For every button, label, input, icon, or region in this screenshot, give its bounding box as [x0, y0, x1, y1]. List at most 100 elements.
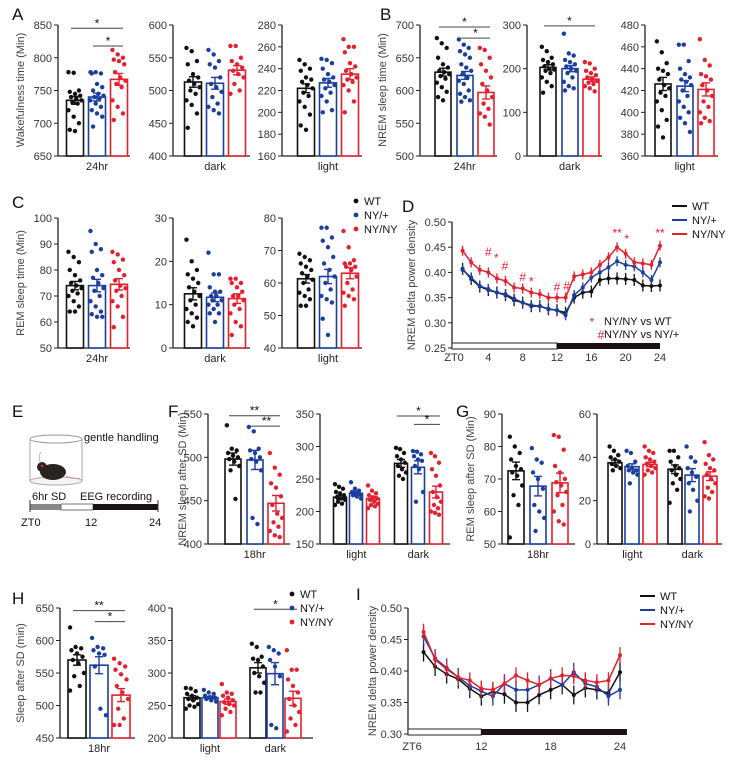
data-point: [72, 128, 78, 134]
data-point: [302, 254, 307, 260]
data-point: [76, 88, 82, 93]
y-tick-label: 380: [621, 129, 639, 141]
bar-group-nyny: [697, 36, 715, 157]
subplot: 40 50 60 70 80 light: [264, 213, 362, 365]
data-point: [272, 533, 277, 538]
panel-i: I NREM delta power density 0.30 0.35 0.40 0.4…: [356, 585, 627, 753]
data-point: [225, 450, 231, 456]
data-point: [119, 293, 124, 299]
y-tick-label: 240: [258, 64, 276, 76]
data-point: [346, 44, 351, 50]
data-point: [345, 280, 350, 286]
data-point: [207, 285, 212, 290]
panel-label-a: A: [12, 5, 24, 24]
data-point: [101, 286, 106, 291]
data-point: [251, 429, 256, 434]
data-point: [67, 267, 72, 273]
data-point: [525, 678, 530, 683]
data-point: [353, 264, 358, 269]
data-point: [594, 680, 599, 685]
data-point: [94, 111, 100, 116]
data-point: [298, 68, 303, 74]
data-point: [682, 71, 688, 77]
data-point: [623, 262, 628, 267]
subplot: 650 700 750 800 850 24hr * *: [34, 16, 130, 173]
data-point: [562, 57, 568, 63]
data-point: [215, 101, 220, 106]
data-point: [571, 86, 576, 91]
data-point: [218, 75, 223, 80]
data-point: [571, 692, 576, 697]
x-tick-label: 20: [620, 352, 632, 364]
data-point: [72, 674, 77, 679]
data-point: [321, 261, 327, 266]
data-point: [230, 68, 236, 74]
data-point: [670, 481, 676, 486]
data-point: [234, 285, 240, 290]
data-point: [660, 135, 666, 140]
data-point: [643, 455, 648, 460]
data-point: [486, 106, 491, 112]
annotation-legend-text: NY/NY vs NY/+: [604, 329, 679, 341]
data-point: [67, 89, 72, 95]
data-point: [289, 667, 294, 672]
bar-group-wt: [183, 685, 201, 739]
data-point: [71, 254, 76, 260]
data-point: [255, 657, 261, 663]
data-point: [307, 66, 313, 71]
y-axis-title: Sleep after SD (min): [15, 623, 27, 723]
data-point: [402, 460, 408, 465]
y-axis-title: REM sleep after SD (Min): [465, 416, 477, 541]
data-point: [351, 297, 357, 302]
bar: [89, 664, 109, 739]
bar-group-nyny: [477, 45, 495, 157]
data-point: [211, 691, 216, 696]
data-point: [309, 77, 314, 82]
data-point: [332, 482, 338, 487]
data-point: [477, 284, 482, 289]
data-point: [114, 683, 120, 689]
data-point: [544, 79, 549, 84]
data-point: [618, 653, 622, 658]
data-point: [439, 85, 444, 90]
data-point: [325, 332, 331, 338]
data-point: [194, 111, 200, 116]
data-point: [115, 104, 120, 110]
y-tick-label: 350: [148, 636, 166, 648]
series-nyny: [460, 240, 662, 303]
legend-label: WT: [364, 196, 381, 208]
data-point: [514, 700, 518, 705]
data-point: [544, 49, 549, 54]
data-point: [190, 276, 196, 281]
data-point: [624, 448, 629, 454]
y-tick-label: 550: [36, 668, 54, 680]
y-tick-label: 600: [149, 20, 167, 32]
data-point: [66, 249, 71, 254]
data-point: [654, 99, 660, 104]
data-point: [228, 91, 233, 96]
data-point: [591, 81, 596, 87]
data-point: [462, 94, 468, 100]
data-point: [78, 646, 84, 651]
data-point: [116, 58, 122, 64]
data-point: [183, 706, 189, 711]
bar: [224, 458, 242, 545]
data-point: [657, 77, 662, 82]
bar: [410, 466, 426, 545]
panel-label-i: I: [356, 585, 361, 604]
data-point: [122, 273, 127, 278]
data-point: [567, 59, 573, 65]
data-point: [336, 484, 342, 489]
data-point: [92, 664, 98, 669]
data-point: [708, 77, 714, 82]
data-point: [432, 510, 438, 515]
data-point: [582, 83, 588, 89]
data-point: [255, 521, 260, 527]
bar-group-wt: [507, 434, 525, 545]
data-point: [188, 88, 193, 93]
data-point: [228, 709, 233, 715]
data-point: [80, 654, 85, 659]
subplot: 50 60 70 80 90 100 24hr: [34, 213, 130, 365]
data-point: [212, 319, 218, 325]
bar-group-nyny: [267, 450, 285, 545]
